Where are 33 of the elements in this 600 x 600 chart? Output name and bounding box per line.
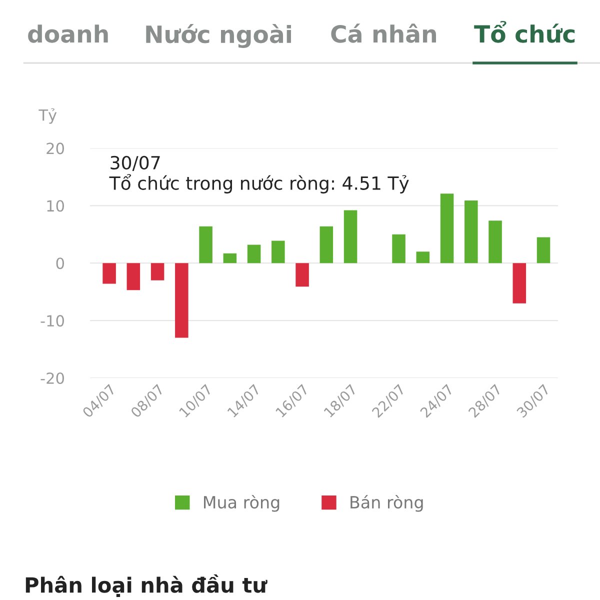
text: Tổ chức bbox=[474, 20, 575, 43]
legend-label: Bán ròng bbox=[350, 495, 423, 512]
bar bbox=[416, 252, 430, 264]
text: Phân loại nhà đầu tư bbox=[26, 574, 268, 597]
text: Nước ngoài bbox=[146, 24, 291, 48]
bar bbox=[102, 263, 116, 284]
bar bbox=[199, 226, 212, 264]
y-tick-label: 10 bbox=[47, 200, 64, 212]
legend-label: Mua ròng bbox=[204, 495, 280, 512]
text: doanh bbox=[28, 24, 108, 43]
bar bbox=[440, 194, 454, 264]
text: Cá nhân bbox=[331, 24, 436, 43]
bar bbox=[464, 200, 478, 264]
bar bbox=[126, 263, 140, 290]
bar bbox=[223, 253, 237, 264]
bar bbox=[320, 226, 334, 264]
y-tick-label: 20 bbox=[46, 142, 64, 154]
y-tick-label: -10 bbox=[40, 315, 64, 327]
bar bbox=[247, 244, 261, 264]
bar bbox=[512, 263, 526, 304]
y-tick-label: 0 bbox=[56, 258, 64, 270]
bar bbox=[392, 234, 406, 264]
bar bbox=[272, 240, 285, 264]
annotation: 30/07 bbox=[110, 156, 160, 171]
bar bbox=[536, 237, 550, 264]
bar bbox=[344, 210, 358, 264]
annotation: Tổ chức trong nước ròng: 4.51 Tỷ bbox=[109, 174, 409, 194]
y-tick-label: -20 bbox=[40, 372, 64, 384]
y-axis-title: Tỷ bbox=[38, 108, 57, 124]
bar bbox=[175, 263, 188, 338]
bar bbox=[488, 220, 502, 264]
bar bbox=[296, 263, 309, 287]
bar bbox=[150, 263, 164, 280]
